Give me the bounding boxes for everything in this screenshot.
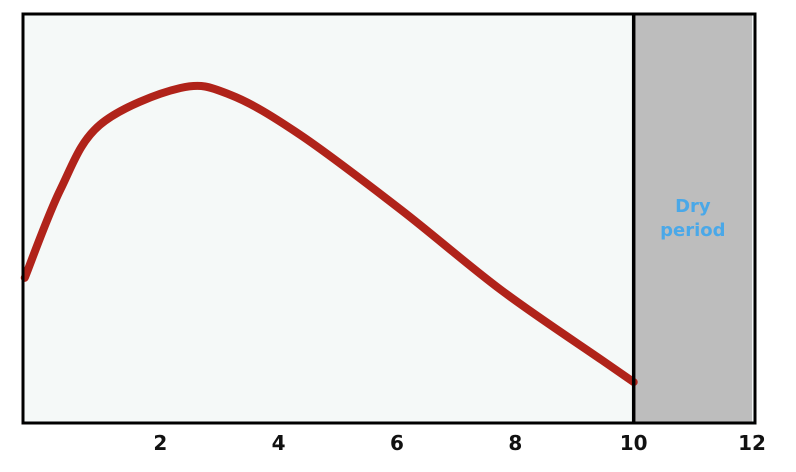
dry-period-label-line1: Dry — [675, 196, 711, 217]
series-line — [20, 81, 638, 387]
dry-period-label-line2: period — [660, 220, 725, 241]
x-tick-label: 12 — [738, 431, 766, 455]
x-tick-label: 6 — [390, 431, 404, 455]
plot-frame — [21, 12, 757, 425]
x-tick-label: 8 — [508, 431, 522, 455]
x-tick-label: 10 — [620, 431, 648, 455]
x-tick-label: 4 — [272, 431, 286, 455]
x-tick-label: 2 — [153, 431, 167, 455]
dry-period-region — [633, 14, 753, 423]
